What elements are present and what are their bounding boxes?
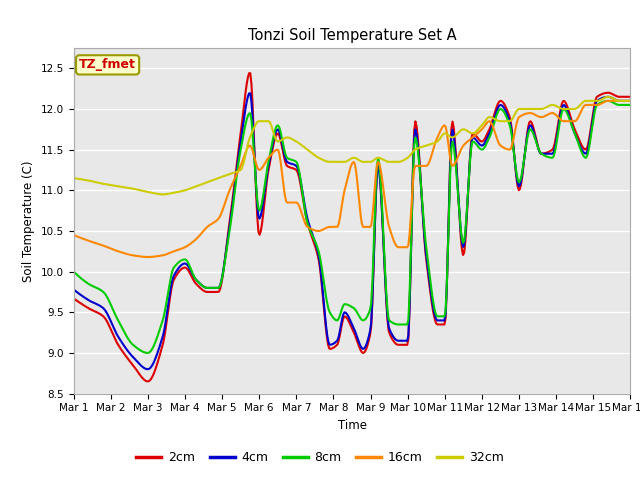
Line: 4cm: 4cm [74, 93, 630, 369]
8cm [480, 145, 488, 151]
4cm [383, 313, 391, 319]
32cm [604, 94, 612, 100]
4cm [410, 135, 418, 141]
8cm [144, 350, 152, 356]
32cm [383, 158, 390, 164]
32cm [244, 141, 252, 147]
2cm [578, 142, 586, 148]
16cm [70, 232, 77, 238]
16cm [604, 98, 612, 104]
2cm [244, 74, 252, 80]
Line: 32cm: 32cm [74, 97, 630, 194]
X-axis label: Time: Time [337, 419, 367, 432]
4cm [578, 146, 586, 152]
2cm [410, 128, 418, 133]
4cm [244, 94, 252, 99]
8cm [409, 170, 417, 176]
2cm [627, 94, 634, 100]
Text: TZ_fmet: TZ_fmet [79, 59, 136, 72]
4cm [307, 227, 315, 232]
16cm [306, 225, 314, 231]
32cm [577, 102, 584, 108]
16cm [627, 98, 634, 104]
2cm [481, 135, 489, 141]
8cm [577, 146, 584, 152]
Line: 8cm: 8cm [74, 101, 630, 353]
8cm [244, 113, 252, 119]
16cm [409, 179, 417, 184]
32cm [306, 148, 314, 154]
16cm [244, 144, 252, 150]
4cm [70, 287, 77, 292]
32cm [409, 149, 417, 155]
2cm [383, 317, 391, 323]
Line: 2cm: 2cm [74, 73, 630, 382]
Legend: 2cm, 4cm, 8cm, 16cm, 32cm: 2cm, 4cm, 8cm, 16cm, 32cm [131, 446, 509, 469]
2cm [246, 70, 254, 76]
4cm [246, 90, 254, 96]
4cm [481, 140, 489, 145]
8cm [627, 102, 634, 108]
4cm [627, 98, 634, 104]
8cm [70, 269, 77, 275]
16cm [144, 254, 152, 260]
8cm [306, 227, 314, 232]
Line: 16cm: 16cm [74, 101, 630, 257]
16cm [480, 124, 488, 130]
4cm [144, 366, 152, 372]
32cm [70, 175, 77, 181]
32cm [627, 98, 634, 104]
8cm [383, 290, 390, 296]
8cm [604, 98, 612, 104]
2cm [70, 296, 77, 301]
Title: Tonzi Soil Temperature Set A: Tonzi Soil Temperature Set A [248, 28, 456, 43]
16cm [383, 209, 390, 215]
32cm [159, 192, 167, 197]
2cm [144, 379, 152, 384]
16cm [577, 110, 584, 116]
32cm [480, 120, 488, 126]
2cm [307, 231, 315, 237]
Y-axis label: Soil Temperature (C): Soil Temperature (C) [22, 160, 35, 282]
